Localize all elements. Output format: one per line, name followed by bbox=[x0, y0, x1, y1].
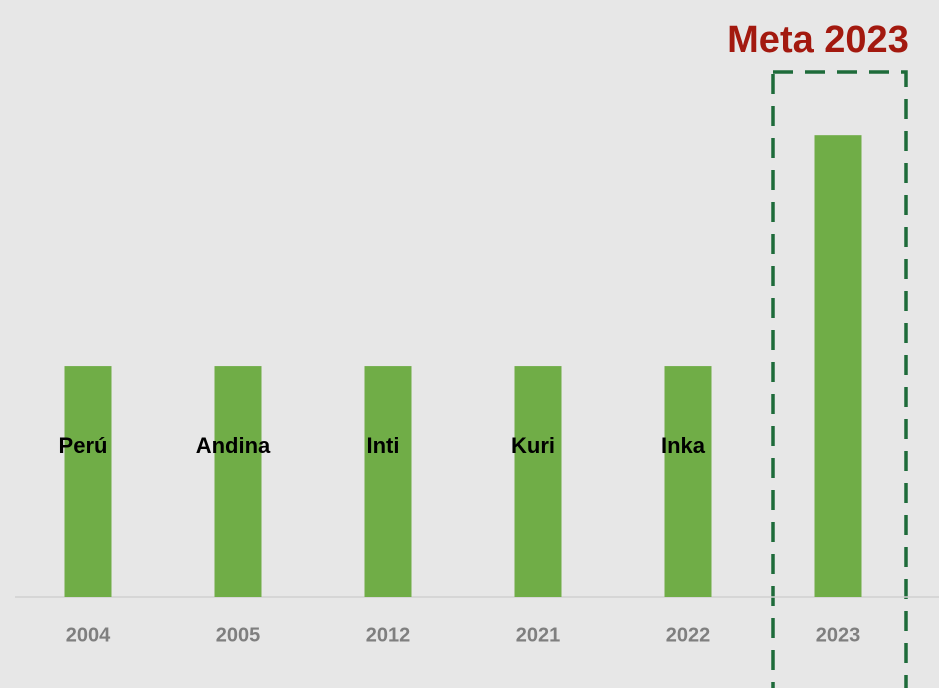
bar bbox=[214, 366, 262, 597]
highlight-box bbox=[771, 70, 908, 688]
x-tick-label: 2005 bbox=[216, 624, 261, 646]
bar-label: Andina bbox=[196, 433, 271, 458]
bar-label: Perú bbox=[59, 433, 108, 458]
bar bbox=[814, 135, 862, 597]
bar bbox=[64, 366, 112, 597]
bar-label: Inti bbox=[367, 433, 400, 458]
x-tick-label: 2012 bbox=[366, 624, 411, 646]
bar bbox=[514, 366, 562, 597]
bar-label: Inka bbox=[661, 433, 706, 458]
annotation: Meta 2023 bbox=[727, 19, 909, 61]
bar bbox=[664, 366, 712, 597]
bar-label: Kuri bbox=[511, 433, 555, 458]
x-tick-label: 2022 bbox=[666, 624, 711, 646]
x-tick-label: 2021 bbox=[516, 624, 561, 646]
x-tick-label: 2004 bbox=[66, 624, 111, 646]
x-tick-label: 2023 bbox=[816, 624, 861, 646]
bar bbox=[364, 366, 412, 597]
